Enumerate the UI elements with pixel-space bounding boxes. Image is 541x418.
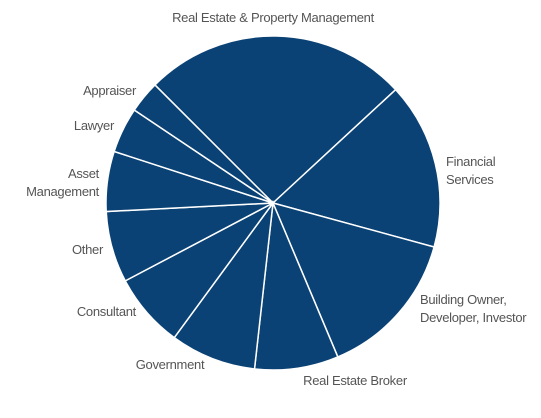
slice-label: Building Owner, Developer, Investor — [420, 292, 527, 325]
slice-label: Appraiser — [83, 83, 136, 98]
slice-label: Other — [71, 242, 103, 257]
slice-label: Real Estate & Property Management — [172, 10, 374, 25]
pie-slice — [153, 35, 397, 205]
slice-label: Lawyer — [73, 118, 114, 133]
slice-label: Government — [135, 357, 205, 372]
slice-label: Real Estate Broker — [303, 373, 407, 388]
pie-slice — [271, 88, 441, 248]
pie-slice — [271, 201, 436, 358]
pie-slice — [173, 200, 275, 370]
pie-slice — [133, 83, 274, 204]
slice-label: Financial Services — [446, 154, 496, 187]
slice-label: Consultant — [76, 304, 136, 319]
slice-label: Asset Management — [26, 166, 99, 199]
